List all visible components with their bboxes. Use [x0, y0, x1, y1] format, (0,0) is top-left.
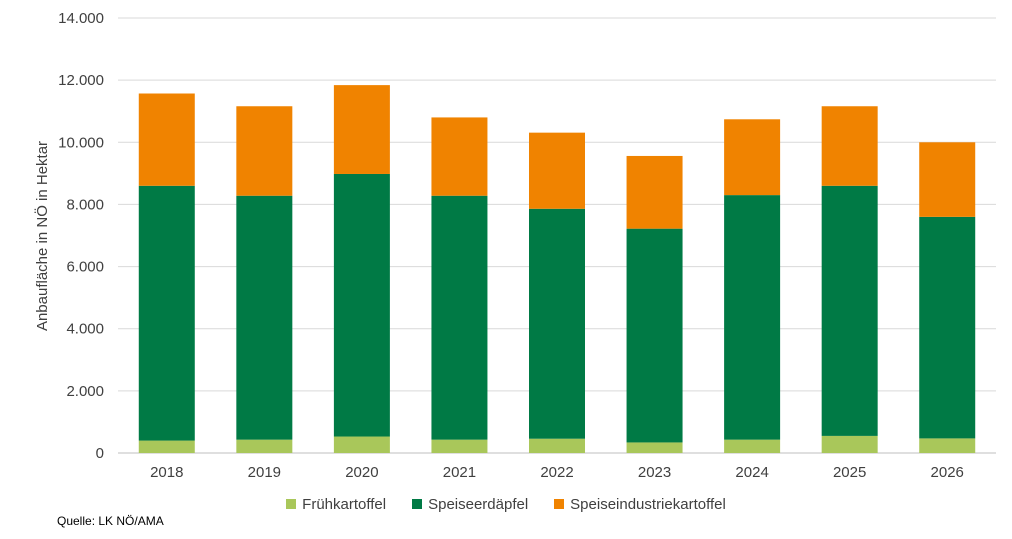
bar-segment-2-2025 — [821, 185, 878, 436]
bar-segment-3-2018 — [138, 93, 195, 186]
legend-item: Speiseindustriekartoffel — [554, 496, 726, 513]
bar-segment-3-2024 — [724, 119, 781, 196]
bar-segment-2-2024 — [724, 195, 781, 440]
x-tick-label: 2024 — [735, 464, 768, 481]
bar-segment-1-2022 — [529, 438, 585, 453]
legend-swatch — [286, 499, 297, 509]
x-tick-label: 2019 — [248, 464, 281, 481]
bar-segment-2-2018 — [138, 185, 195, 441]
y-tick-label: 10.000 — [58, 134, 104, 151]
y-axis-ticks: 0 2.000 4.000 6.000 8.000 10.000 12.000 14.000 — [58, 10, 104, 462]
y-tick-label: 6.000 — [66, 259, 104, 276]
bar-segment-1-2025 — [821, 435, 878, 453]
bar-segment-3-2020 — [333, 85, 390, 174]
x-axis-ticks: 2018 2019 2020 2021 2022 2023 2024 2025 2026 — [150, 464, 964, 481]
y-axis-label: Anbaufläche in NÖ in Hektar — [33, 141, 51, 331]
bar-segment-1-2020 — [333, 436, 390, 453]
x-tick-label: 2018 — [150, 464, 183, 481]
x-tick-label: 2025 — [833, 464, 866, 481]
stacked-bar-chart: 02.0004.0006.0008.00010.00012.00014.000 … — [33, 10, 996, 481]
y-tick-label: 8.000 — [66, 196, 104, 213]
x-tick-label: 2022 — [540, 464, 573, 481]
y-tick-label: 14.000 — [58, 10, 104, 27]
bar-segment-2-2021 — [431, 195, 488, 440]
legend-item: Frühkartoffel — [286, 496, 386, 513]
bars — [138, 85, 976, 453]
source-note: Quelle: LK NÖ/AMA — [57, 514, 164, 528]
x-tick-label: 2026 — [931, 464, 964, 481]
y-tick-label: 12.000 — [58, 72, 104, 89]
bar-segment-1-2019 — [236, 439, 293, 453]
x-tick-label: 2021 — [443, 464, 476, 481]
legend-label: Speiseindustriekartoffel — [570, 495, 726, 513]
bar-segment-2-2026 — [919, 216, 976, 439]
bar-segment-3-2026 — [919, 142, 976, 217]
bar-segment-3-2025 — [821, 106, 878, 186]
bar-segment-2-2023 — [626, 228, 683, 443]
bar-segment-1-2026 — [919, 438, 976, 453]
y-tick-label: 0 — [96, 445, 104, 462]
bar-segment-2-2020 — [333, 173, 390, 437]
legend: Frühkartoffel Speiseerdäpfel Speiseindustr… — [0, 492, 1012, 516]
bar-segment-3-2023 — [626, 155, 683, 229]
bar-segment-1-2024 — [724, 439, 781, 453]
y-tick-label: 4.000 — [66, 321, 104, 338]
bar-segment-3-2019 — [236, 106, 293, 196]
y-tick-label: 2.000 — [66, 383, 104, 400]
x-tick-label: 2020 — [345, 464, 378, 481]
legend-swatch — [412, 499, 423, 509]
x-tick-label: 2023 — [638, 464, 671, 481]
bar-segment-3-2022 — [529, 132, 585, 209]
legend-swatch — [554, 499, 565, 509]
legend-item: Speiseerdäpfel — [412, 496, 528, 513]
bar-segment-2-2022 — [529, 208, 585, 439]
bar-segment-3-2021 — [431, 117, 488, 196]
bar-segment-1-2023 — [626, 442, 683, 453]
bar-segment-2-2019 — [236, 195, 293, 440]
bar-segment-1-2018 — [138, 440, 195, 453]
legend-label: Speiseerdäpfel — [428, 495, 529, 513]
bar-segment-1-2021 — [431, 439, 488, 453]
legend-label: Frühkartoffel — [302, 495, 387, 513]
